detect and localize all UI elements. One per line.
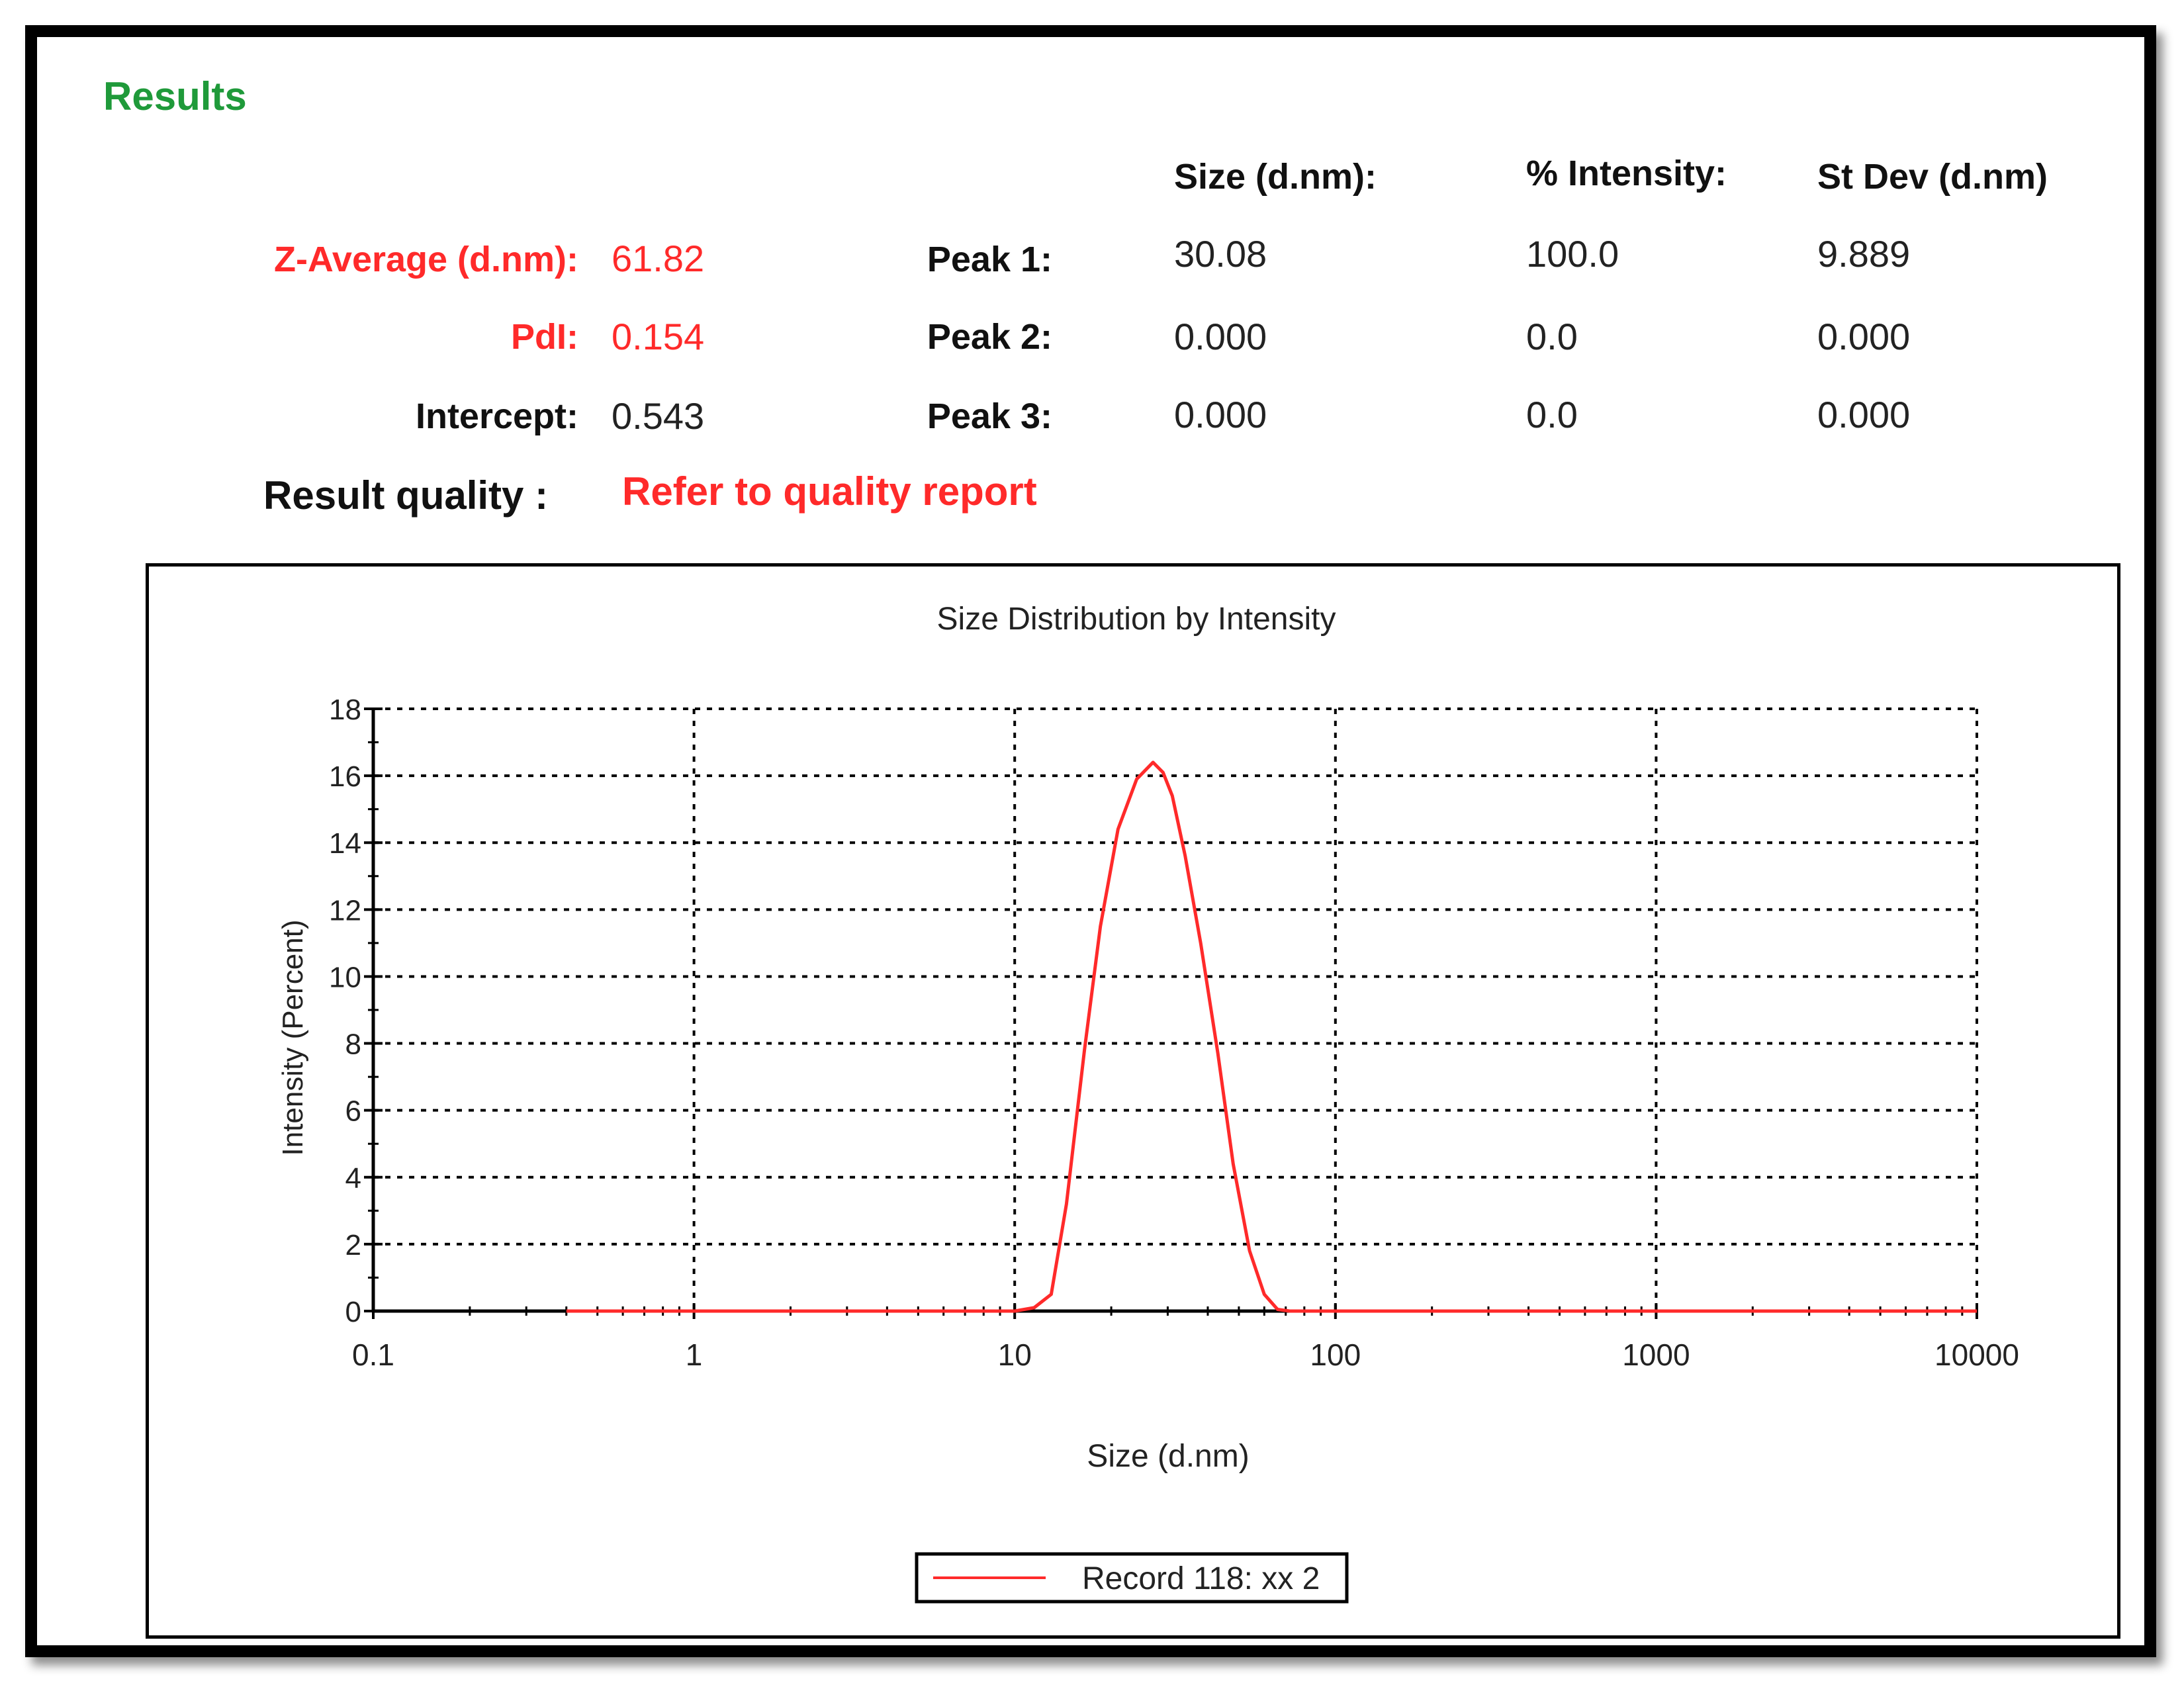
x-tick-label: 1000 [1622,1338,1690,1372]
y-tick-label: 14 [329,827,361,860]
intercept-label: Intercept: [415,396,578,436]
peak-1-size: 30.08 [1174,233,1267,275]
y-tick-label: 16 [329,760,361,793]
legend-label: Record 118: xx 2 [1082,1561,1320,1596]
x-tick-label: 10 [998,1338,1032,1372]
y-tick-label: 0 [345,1296,361,1328]
legend-box [915,1552,1349,1604]
results-heading: Results [103,74,247,118]
peak-2-size: 0.000 [1174,316,1267,357]
stdev-column-header: St Dev (d.nm) [1817,157,2048,197]
size-distribution-chart: Size Distribution by Intensity 0 2 4 6 8 10 12… [146,563,2120,1639]
intercept-value: 0.543 [612,395,705,437]
y-tick-label: 6 [345,1095,361,1128]
peak-3-stdev: 0.000 [1817,394,1911,435]
series-line-record-118 [566,760,1977,1313]
result-quality-value: Refer to quality report [622,469,1037,514]
x-axis-label: Size (d.nm) [1087,1439,1249,1474]
peak-1-intensity: 100.0 [1526,233,1619,275]
peak-2-stdev: 0.000 [1817,316,1911,357]
x-tick-label: 1 [686,1338,703,1372]
chart-legend: Record 118: xx 2 [915,1552,1349,1604]
pdi-label: PdI: [511,317,578,357]
pdi-value: 0.154 [612,316,705,357]
chart-axes: 0 2 4 6 8 10 12 14 16 18 0.1 1 10 100 1000 10000 [329,694,2019,1372]
size-column-header: Size (d.nm): [1174,157,1377,197]
peak-1-label: Peak 1: [927,240,1052,279]
result-quality-label: Result quality : [263,473,549,518]
results-report-frame: Results Size (d.nm): % Intensity: St Dev… [25,25,2156,1657]
y-tick-label: 2 [345,1229,361,1261]
peak-1-stdev: 9.889 [1817,233,1911,275]
z-average-value: 61.82 [612,238,705,279]
intensity-column-header: % Intensity: [1526,154,1727,193]
y-tick-label: 12 [329,894,361,927]
peak-3-intensity: 0.0 [1526,394,1578,435]
z-average-label: Z-Average (d.nm): [273,240,578,279]
peak-2-label: Peak 2: [927,317,1052,357]
x-tick-label: 10000 [1934,1338,2019,1372]
x-tick-label: 0.1 [352,1338,394,1372]
peak-3-label: Peak 3: [927,396,1052,436]
chart-svg: Size Distribution by Intensity 0 2 4 6 8 10 12… [277,602,2019,1604]
chart-series [566,760,1977,1313]
y-axis-label: Intensity (Percent) [277,919,309,1156]
y-tick-label: 10 [329,961,361,993]
peak-3-size: 0.000 [1174,394,1267,435]
y-tick-label: 8 [345,1028,361,1061]
y-tick-label: 18 [329,694,361,726]
chart-title: Size Distribution by Intensity [937,602,1336,637]
chart-grid [373,707,1978,1311]
peak-2-intensity: 0.0 [1526,316,1578,357]
x-tick-label: 100 [1310,1338,1361,1372]
y-tick-label: 4 [345,1162,361,1195]
